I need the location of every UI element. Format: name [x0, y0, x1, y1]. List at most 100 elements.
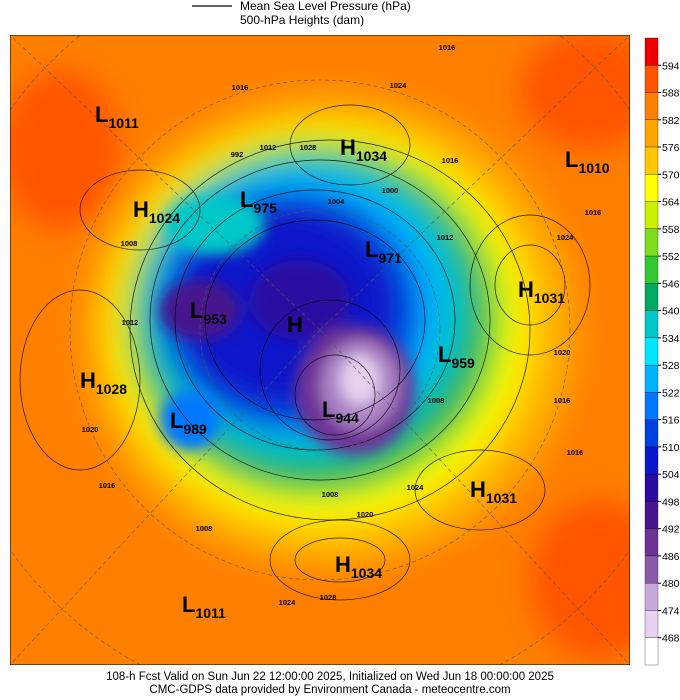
colorbar-band	[644, 474, 659, 502]
center-value: 1031	[534, 290, 565, 306]
colorbar-label: 528	[662, 360, 680, 372]
center-value: 971	[378, 250, 402, 266]
colorbar-label: 594	[662, 60, 680, 72]
center-value: 1031	[486, 490, 517, 506]
isobar-label: 1012	[260, 143, 277, 152]
pressure-center: H1034	[340, 135, 387, 164]
pressure-center: L1010	[565, 147, 610, 176]
pressure-center: H1034	[335, 552, 382, 581]
center-value: 1010	[578, 160, 609, 176]
colorbar-band	[644, 583, 659, 611]
colorbar-label: 576	[662, 142, 680, 154]
center-kind: L	[190, 298, 203, 323]
center-kind: L	[170, 408, 183, 433]
colorbar-label: 504	[662, 469, 680, 481]
center-value: 959	[451, 355, 475, 371]
isobar-label: 1016	[442, 156, 459, 165]
center-value: 1028	[96, 381, 127, 397]
pressure-center: L959	[438, 342, 475, 371]
colorbar-label: 522	[662, 387, 680, 399]
pressure-center: H1031	[470, 477, 517, 506]
colorbar-band	[644, 501, 659, 529]
colorbar-band	[644, 337, 659, 366]
pressure-center: H1024	[133, 197, 180, 226]
isobar-label: 1028	[300, 143, 317, 152]
colorbar-band	[644, 555, 659, 584]
isobar-label: 1028	[320, 593, 337, 602]
colorbar-band	[644, 146, 659, 175]
footer-line: 108-h Fcst Valid on Sun Jun 22 12:00:00 …	[106, 671, 554, 683]
pressure-center: L975	[240, 187, 277, 216]
center-value: 975	[253, 200, 277, 216]
isobar-label: 1000	[382, 186, 399, 195]
isobar-label: 1016	[585, 208, 602, 217]
pressure-center: L944	[322, 397, 359, 426]
center-kind: L	[240, 187, 253, 212]
colorbar-band	[644, 119, 659, 148]
colorbar-band	[644, 528, 659, 557]
colorbar-label: 474	[662, 605, 680, 617]
pressure-center: H	[287, 312, 303, 337]
center-kind: L	[365, 237, 378, 262]
isobar-label: 1016	[439, 43, 456, 52]
legend-label: Mean Sea Level Pressure (hPa)	[240, 0, 411, 13]
pressure-center: L1011	[182, 592, 226, 621]
pressure-center: L971	[365, 237, 402, 266]
center-value: 1024	[149, 210, 180, 226]
colorbar-label: 558	[662, 224, 680, 236]
center-value: 944	[335, 410, 359, 426]
isobar-label: 1012	[122, 318, 139, 327]
center-kind: L	[182, 592, 195, 617]
isobar-label: 1016	[554, 396, 571, 405]
colorbar-label: 564	[662, 197, 680, 209]
pressure-center: L953	[190, 298, 227, 327]
isobar-label: 1024	[279, 598, 297, 607]
isobar-label: 1020	[82, 425, 99, 434]
colorbar-band	[644, 310, 659, 339]
colorbar-label: 492	[662, 524, 680, 536]
center-kind: H	[470, 477, 486, 502]
center-kind: H	[335, 552, 351, 577]
pressure-center: H1031	[518, 277, 565, 306]
isobar-label: 1008	[196, 524, 213, 533]
center-kind: L	[95, 102, 108, 127]
center-value: 1034	[356, 148, 387, 164]
isobar-label: 1016	[567, 448, 584, 457]
center-kind: H	[133, 197, 149, 222]
center-value: 953	[203, 311, 227, 327]
center-kind: H	[80, 368, 96, 393]
center-kind: H	[287, 312, 303, 337]
center-kind: L	[438, 342, 451, 367]
isobar-label: 1012	[437, 233, 454, 242]
colorbar-label: 468	[662, 633, 680, 645]
colorbar-label: 588	[662, 88, 680, 100]
colorbar-band	[644, 364, 659, 393]
colorbar-label: 570	[662, 169, 680, 181]
colorbar-band	[644, 37, 659, 66]
colorbar-band	[644, 228, 659, 257]
center-kind: L	[322, 397, 335, 422]
colorbar-band	[644, 65, 659, 93]
center-kind: L	[565, 147, 578, 172]
colorbar-label: 486	[662, 551, 680, 563]
colorbar-band	[644, 283, 659, 311]
isobar-label: 1024	[557, 233, 575, 242]
colorbar-label: 510	[662, 442, 680, 454]
colorbar-label: 534	[662, 333, 680, 345]
colorbar-band	[644, 610, 659, 638]
colorbar-band	[644, 92, 659, 120]
isobar-label: 1020	[357, 510, 374, 519]
isobar-label: 1004	[328, 197, 346, 206]
isobar-label: 1008	[428, 396, 445, 405]
center-value: 989	[183, 421, 207, 437]
center-value: 1034	[351, 565, 382, 581]
colorbar-band	[644, 637, 659, 666]
colorbar-label: 480	[662, 578, 680, 590]
center-kind: H	[518, 277, 534, 302]
colorbar-label: 546	[662, 278, 680, 290]
isobar-label: 1008	[322, 490, 339, 499]
colorbar-label: 552	[662, 251, 680, 263]
